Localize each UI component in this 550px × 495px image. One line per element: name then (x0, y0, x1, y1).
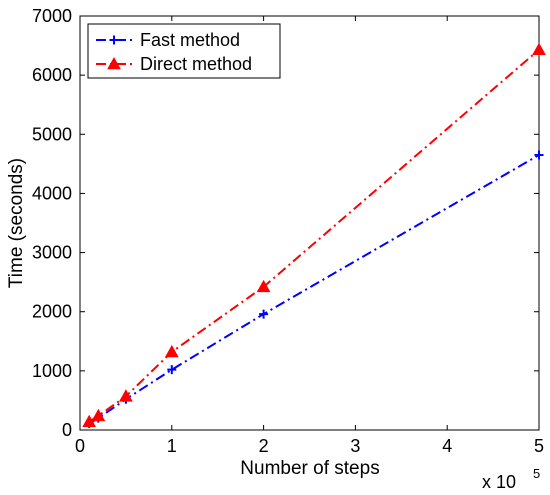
data-point (256, 279, 271, 293)
legend-label: Direct method (140, 54, 252, 74)
x-tick-label: 5 (534, 436, 544, 456)
legend-marker (107, 56, 121, 70)
data-point (532, 42, 546, 56)
data-point (167, 365, 177, 375)
legend: Fast method Direct method (87, 23, 281, 79)
x-tick-label: 4 (442, 436, 452, 456)
y-tick-label: 5000 (32, 124, 72, 144)
x-axis-label: Number of steps (240, 458, 379, 479)
y-tick-label: 4000 (32, 183, 72, 203)
data-point (91, 408, 106, 422)
legend-marker (109, 35, 119, 45)
data-point (164, 344, 179, 358)
y-tick-label: 1000 (32, 361, 72, 381)
x-axis-multiplier-exponent: 5 (533, 466, 540, 481)
x-tick-label: 3 (350, 436, 360, 456)
y-axis-ticks: 0 1000 2000 3000 4000 5000 6000 7000 (32, 6, 539, 440)
x-axis-ticks: 0 1 2 3 4 5 (75, 16, 544, 456)
x-tick-label: 1 (167, 436, 177, 456)
legend-items: Fast method Direct method (96, 30, 252, 74)
legend-label: Fast method (140, 30, 240, 50)
legend-item: Fast method (96, 30, 240, 50)
plot-area (79, 15, 540, 431)
x-tick-label: 0 (75, 436, 85, 456)
series-layer (82, 42, 546, 428)
data-point (82, 414, 97, 428)
y-tick-label: 3000 (32, 243, 72, 263)
legend-item: Direct method (96, 54, 252, 74)
x-axis-multiplier: x 10 (482, 472, 516, 492)
x-tick-label: 2 (259, 436, 269, 456)
y-tick-label: 7000 (32, 6, 72, 26)
data-point (534, 150, 544, 160)
y-tick-label: 2000 (32, 302, 72, 322)
y-tick-label: 0 (62, 420, 72, 440)
y-axis-label: Time (seconds) (6, 158, 27, 288)
y-tick-label: 6000 (32, 65, 72, 85)
data-point (259, 309, 269, 319)
data-point (119, 389, 133, 402)
series-direct-method (82, 42, 546, 428)
